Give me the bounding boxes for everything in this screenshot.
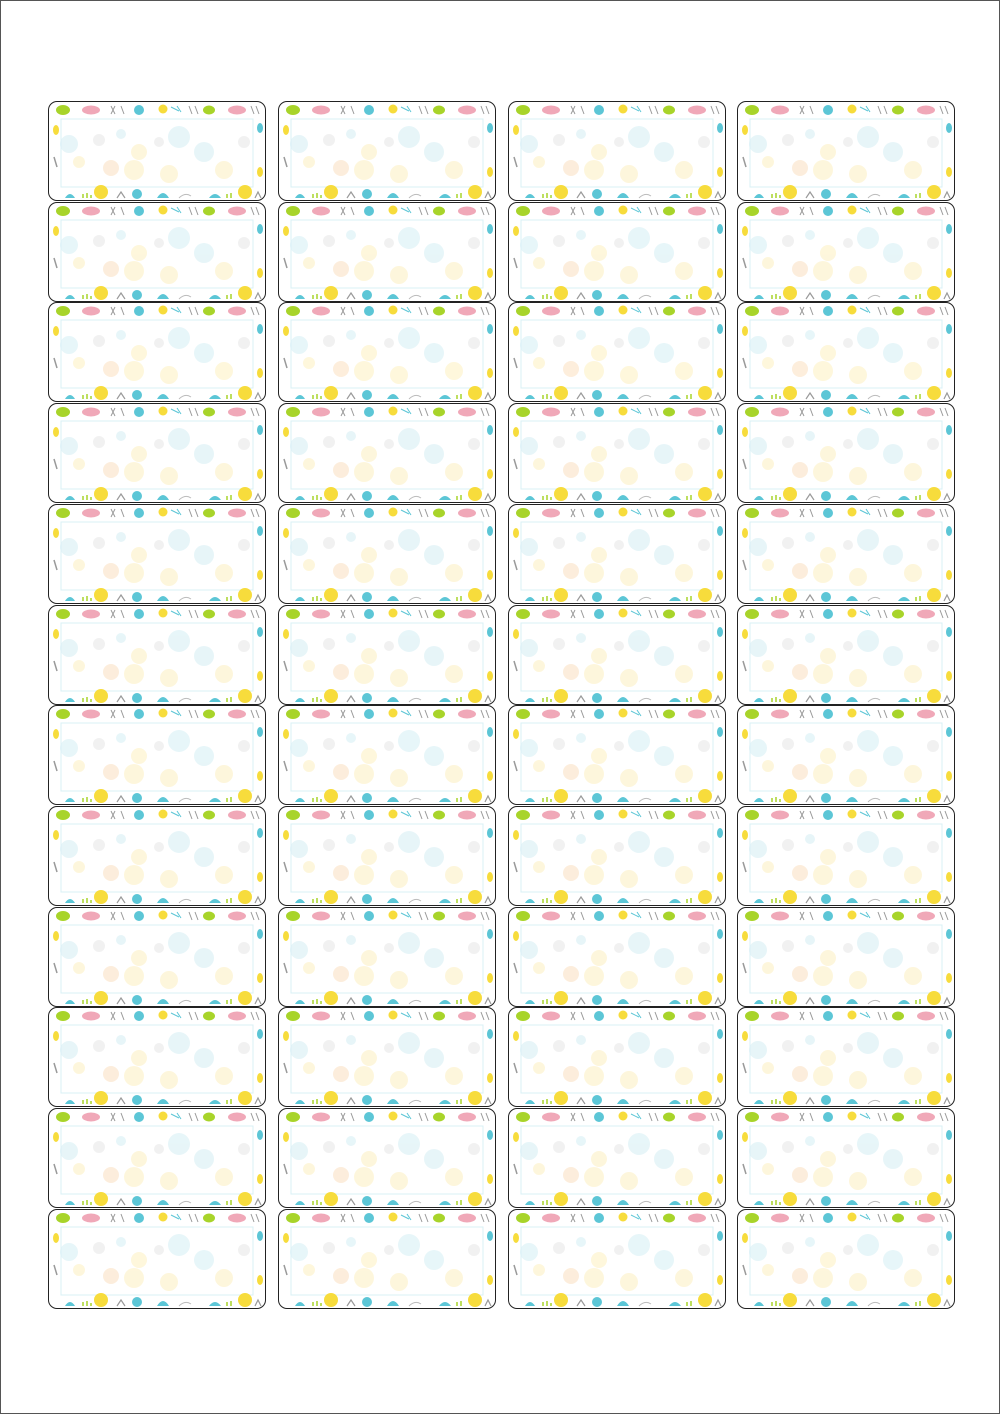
label-cell[interactable]: [48, 302, 266, 403]
label-cell[interactable]: [48, 201, 266, 302]
label-cell[interactable]: [737, 705, 955, 806]
floral-pattern: [741, 1211, 953, 1308]
floral-pattern: [512, 405, 724, 502]
floral-pattern: [52, 1211, 264, 1308]
floral-pattern: [512, 305, 724, 402]
label-cell[interactable]: [278, 1208, 496, 1309]
label-cell[interactable]: [508, 604, 726, 705]
floral-pattern: [741, 204, 953, 301]
label-cell[interactable]: [737, 906, 955, 1007]
label-cell[interactable]: [737, 302, 955, 403]
floral-pattern: [282, 1010, 494, 1107]
label-cell[interactable]: [737, 101, 955, 201]
label-cell[interactable]: [48, 403, 266, 504]
floral-pattern: [741, 1010, 953, 1107]
label-cell[interactable]: [48, 1108, 266, 1208]
floral-pattern: [741, 405, 953, 502]
label-cell[interactable]: [278, 906, 496, 1007]
label-cell[interactable]: [278, 1007, 496, 1108]
label-cell[interactable]: [278, 805, 496, 906]
label-cell[interactable]: [278, 403, 496, 504]
floral-pattern: [52, 808, 264, 905]
label-cell[interactable]: [508, 1208, 726, 1309]
floral-pattern: [741, 1110, 953, 1207]
label-cell[interactable]: [508, 1108, 726, 1208]
floral-pattern: [282, 405, 494, 502]
floral-pattern: [282, 1211, 494, 1308]
label-cell[interactable]: [278, 1108, 496, 1208]
floral-pattern: [512, 1110, 724, 1207]
floral-pattern: [282, 103, 494, 200]
label-cell[interactable]: [278, 604, 496, 705]
label-cell[interactable]: [508, 403, 726, 504]
label-cell[interactable]: [48, 805, 266, 906]
label-cell[interactable]: [278, 503, 496, 604]
floral-pattern: [512, 506, 724, 603]
label-cell[interactable]: [48, 101, 266, 201]
floral-pattern: [282, 506, 494, 603]
floral-pattern: [512, 1211, 724, 1308]
label-cell[interactable]: [508, 805, 726, 906]
label-cell[interactable]: [48, 1208, 266, 1309]
label-cell[interactable]: [737, 1108, 955, 1208]
floral-pattern: [52, 103, 264, 200]
label-cell[interactable]: [48, 705, 266, 806]
floral-pattern: [741, 707, 953, 804]
label-cell[interactable]: [278, 101, 496, 201]
label-cell[interactable]: [508, 302, 726, 403]
label-cell[interactable]: [508, 101, 726, 201]
label-cell[interactable]: [508, 705, 726, 806]
floral-pattern: [52, 1010, 264, 1107]
floral-pattern: [282, 1110, 494, 1207]
floral-pattern: [512, 1010, 724, 1107]
floral-pattern: [282, 808, 494, 905]
label-cell[interactable]: [737, 403, 955, 504]
label-cell[interactable]: [278, 201, 496, 302]
floral-pattern: [52, 607, 264, 704]
label-cell[interactable]: [737, 805, 955, 906]
label-cell[interactable]: [737, 201, 955, 302]
floral-pattern: [282, 204, 494, 301]
label-cell[interactable]: [508, 503, 726, 604]
floral-pattern: [741, 103, 953, 200]
floral-pattern: [282, 607, 494, 704]
floral-pattern: [741, 305, 953, 402]
floral-pattern: [282, 707, 494, 804]
label-cell[interactable]: [737, 1007, 955, 1108]
floral-pattern: [741, 607, 953, 704]
label-cell[interactable]: [508, 1007, 726, 1108]
label-cell[interactable]: [508, 201, 726, 302]
floral-pattern: [512, 707, 724, 804]
floral-pattern: [52, 305, 264, 402]
floral-pattern: [52, 405, 264, 502]
floral-pattern: [512, 204, 724, 301]
label-cell[interactable]: [737, 604, 955, 705]
floral-pattern: [282, 909, 494, 1006]
label-grid: [48, 101, 955, 1311]
label-cell[interactable]: [737, 503, 955, 604]
label-cell[interactable]: [278, 705, 496, 806]
floral-pattern: [52, 204, 264, 301]
floral-pattern: [512, 103, 724, 200]
label-cell[interactable]: [278, 302, 496, 403]
label-cell[interactable]: [48, 503, 266, 604]
floral-pattern: [52, 909, 264, 1006]
floral-pattern: [512, 909, 724, 1006]
floral-pattern: [52, 506, 264, 603]
floral-pattern: [512, 607, 724, 704]
floral-pattern: [741, 506, 953, 603]
floral-pattern: [741, 808, 953, 905]
floral-pattern: [741, 909, 953, 1006]
label-cell[interactable]: [48, 906, 266, 1007]
label-cell[interactable]: [508, 906, 726, 1007]
floral-pattern: [512, 808, 724, 905]
label-cell[interactable]: [48, 1007, 266, 1108]
floral-pattern: [52, 1110, 264, 1207]
floral-pattern: [52, 707, 264, 804]
floral-pattern: [282, 305, 494, 402]
label-cell[interactable]: [737, 1208, 955, 1309]
label-cell[interactable]: [48, 604, 266, 705]
